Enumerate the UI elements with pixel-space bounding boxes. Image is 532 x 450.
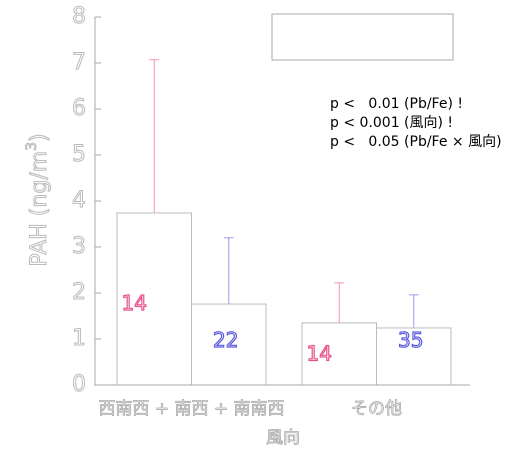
annotation: p < 0.001 (風向) ! <box>330 115 453 131</box>
y-tick-label: 1 <box>72 326 86 351</box>
annotation: p < 0.01 (Pb/Fe) ! <box>330 96 463 112</box>
count-label: 35 <box>398 328 423 352</box>
legend-box <box>271 13 454 61</box>
y-tick-label: 6 <box>72 96 86 121</box>
count-label: 22 <box>213 328 238 352</box>
y-axis-label: PAH (ng/m3) <box>24 133 52 266</box>
bar <box>191 303 267 386</box>
y-tick-label: 8 <box>72 4 86 29</box>
y-label-text: PAH (ng/m <box>27 151 52 267</box>
y-label-sup: 3 <box>24 142 40 151</box>
y-tick-label: 7 <box>72 50 86 75</box>
y-tick-label: 3 <box>72 234 86 259</box>
y-tick-label: 2 <box>72 280 86 305</box>
y-tick-label: 5 <box>72 142 86 167</box>
count-label: 14 <box>122 291 147 315</box>
y-label-end: ) <box>27 133 52 142</box>
x-tick-label: 西南西 + 南西 + 南南西 <box>98 399 284 419</box>
count-label: 14 <box>307 342 332 366</box>
x-tick-label: その他 <box>351 399 402 419</box>
bar <box>376 327 452 386</box>
y-tick-label: 0 <box>72 372 86 397</box>
y-tick-label: 4 <box>72 188 86 213</box>
x-axis-label: 風向 <box>266 428 300 448</box>
annotation: p < 0.05 (Pb/Fe × 風向) <box>330 134 502 150</box>
bar <box>116 212 192 386</box>
